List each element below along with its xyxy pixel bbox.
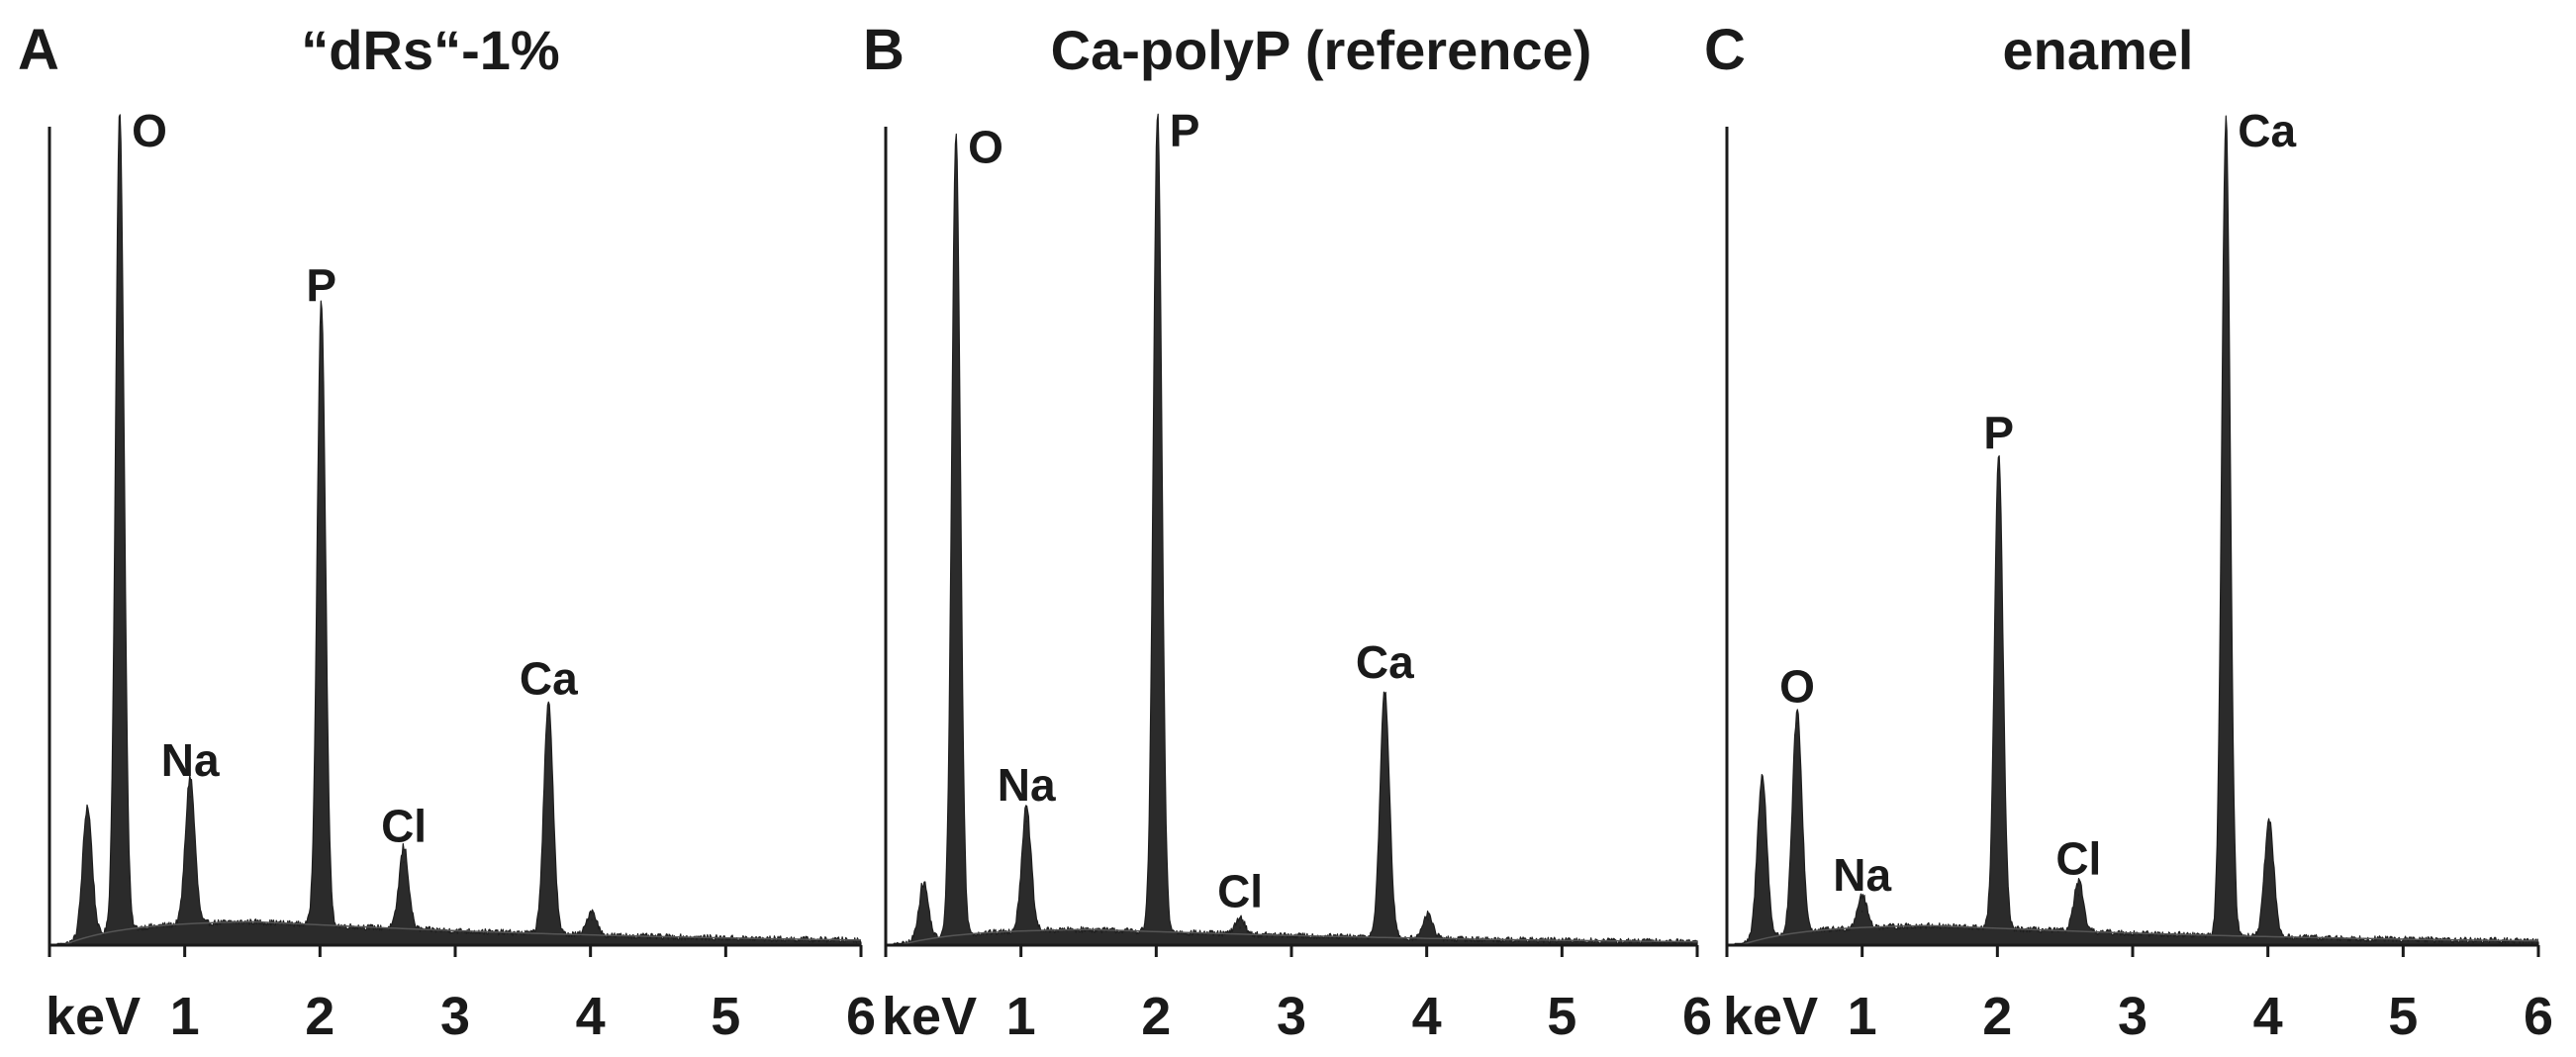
panel-letter: A [18,18,59,82]
peak-label: Cl [381,800,427,851]
x-tick-label: 6 [2524,987,2553,1046]
peak-label: Na [161,734,220,786]
peak-label: Ca [520,652,578,704]
x-tick-label: 3 [1277,987,1306,1046]
background-fit-line [1740,924,2539,946]
spectrum-area [1734,115,2539,946]
x-tick-label: 5 [711,987,740,1046]
x-tick-label: 3 [2118,987,2147,1046]
x-axis-unit-label: keV [882,987,977,1046]
spectrum-area [56,114,862,946]
background-fit-line [62,920,862,946]
peak-label: P [306,259,336,311]
x-tick-label: 6 [1682,987,1712,1046]
peak-label: P [1170,105,1200,156]
panel-title: “dRs“-1% [301,19,559,81]
panel-title: Ca-polyP (reference) [1051,19,1592,81]
peak-label: O [1779,661,1815,713]
x-tick-label: 6 [846,987,876,1046]
background-fit-line [899,928,1698,946]
peak-label: Ca [1356,636,1414,688]
spectrum-area [893,113,1698,946]
panel-a: A “dRs“-1% O Na P Cl Ca keV 1 2 3 4 5 6 [18,18,876,1046]
x-tick-label: 2 [1982,987,2012,1046]
x-tick-label: 4 [1412,987,1442,1046]
x-tick-label: 2 [305,987,334,1046]
x-axis-unit-label: keV [46,987,141,1046]
x-tick-label: 5 [2388,987,2418,1046]
x-tick-label: 3 [440,987,470,1046]
peak-label: Ca [2238,105,2296,156]
x-tick-label: 4 [576,987,606,1046]
peak-label: Cl [2055,832,2101,884]
panel-title: enamel [2003,19,2194,81]
x-tick-label: 4 [2253,987,2283,1046]
peak-label: Cl [1217,865,1263,916]
panel-letter: B [863,18,905,82]
x-tick-label: 1 [1006,987,1036,1046]
x-tick-label: 1 [1848,987,1877,1046]
peak-label: Na [1833,849,1891,901]
panel-letter: C [1704,18,1746,82]
peak-label: P [1983,407,2014,458]
peak-label: Na [998,759,1056,811]
peak-label: O [968,122,1003,173]
x-tick-label: 1 [170,987,200,1046]
x-tick-label: 5 [1547,987,1576,1046]
x-axis-unit-label: keV [1723,987,1818,1046]
panel-b: B Ca-polyP (reference) O Na P Cl Ca keV 1 2 3 4 5 6 [863,18,1712,1046]
peak-label: O [132,105,167,156]
x-tick-label: 2 [1141,987,1171,1046]
